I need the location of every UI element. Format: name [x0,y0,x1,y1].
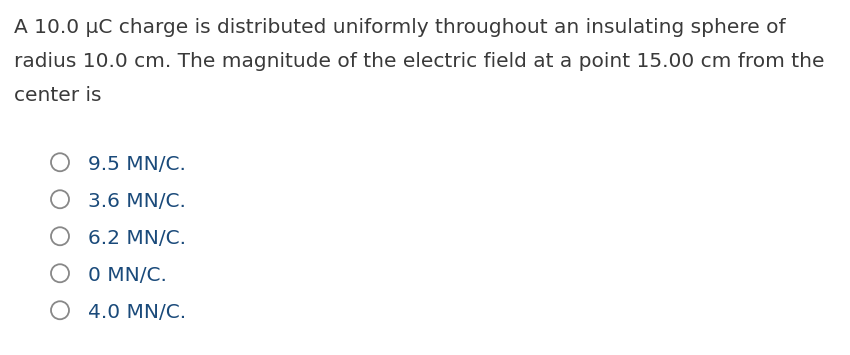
Text: A 10.0 μC charge is distributed uniformly throughout an insulating sphere of: A 10.0 μC charge is distributed uniforml… [14,18,785,37]
Text: 9.5 MN/C.: 9.5 MN/C. [88,155,186,174]
Text: radius 10.0 cm. The magnitude of the electric field at a point 15.00 cm from the: radius 10.0 cm. The magnitude of the ele… [14,52,824,71]
Text: 0 MN/C.: 0 MN/C. [88,266,167,285]
Text: 4.0 MN/C.: 4.0 MN/C. [88,303,186,322]
Text: center is: center is [14,86,101,105]
Text: 3.6 MN/C.: 3.6 MN/C. [88,192,186,211]
Text: 6.2 MN/C.: 6.2 MN/C. [88,229,186,248]
